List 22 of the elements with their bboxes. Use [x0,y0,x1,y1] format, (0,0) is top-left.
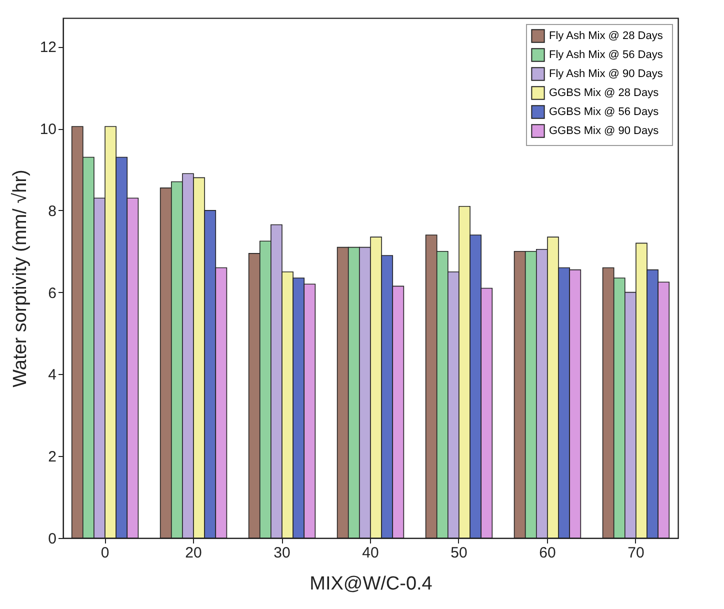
legend-label: Fly Ash Mix @ 56 Days [549,49,664,61]
x-tick-label: 60 [539,544,556,562]
x-axis-title: MIX@W/C-0.4 [310,574,433,594]
legend-label: Fly Ash Mix @ 90 Days [549,68,664,80]
x-tick-label: 50 [450,544,468,562]
x-tick-label: 70 [628,544,644,562]
x-tick-label: 30 [274,544,290,562]
x-tick-label: 40 [362,544,379,562]
y-tick-label: 6 [48,284,56,302]
x-tick-label: 20 [185,544,202,562]
y-axis-title: Water sorptivity (mm/ √hr) [10,170,31,388]
y-tick-label: 4 [48,366,56,384]
legend-label: GGBS Mix @ 56 Days [549,106,660,118]
legend-label: Fly Ash Mix @ 28 Days [549,30,664,42]
y-tick-label: 2 [48,448,56,466]
y-tick-label: 0 [48,530,56,548]
legend-label: GGBS Mix @ 28 Days [549,87,660,99]
y-tick-label: 10 [40,121,56,138]
y-tick-label: 8 [48,202,56,220]
legend-label: GGBS Mix @ 90 Days [549,125,660,137]
y-tick-label: 12 [40,39,56,56]
x-tick-label: 0 [100,544,110,562]
